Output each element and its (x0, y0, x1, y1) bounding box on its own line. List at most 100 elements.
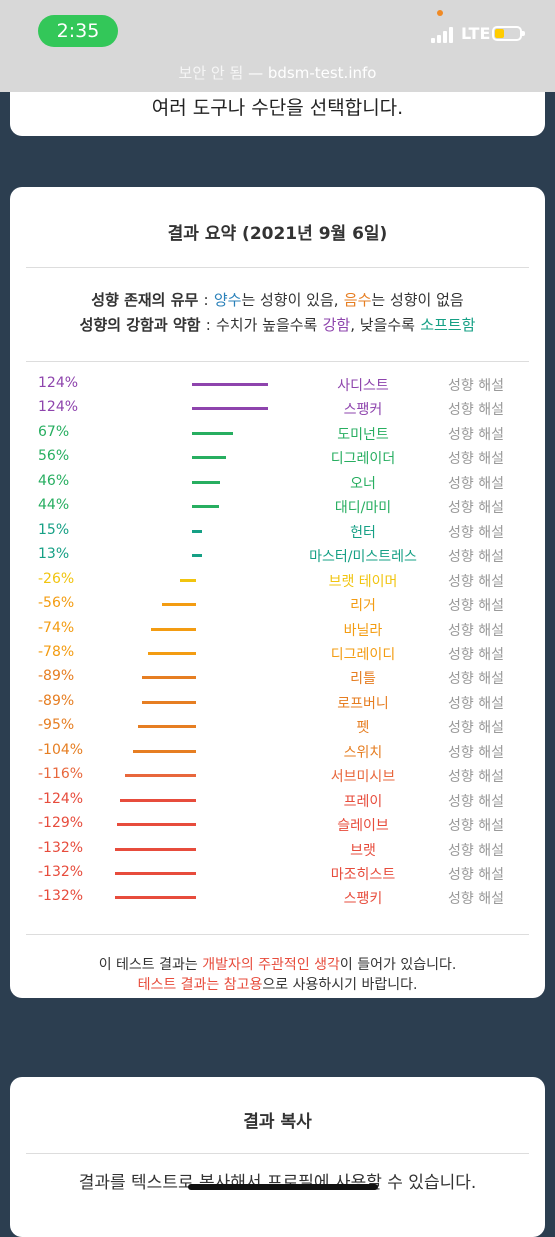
result-percent: -95% (38, 717, 75, 734)
result-percent: -132% (38, 888, 84, 905)
summary-title: 결과 요약 (2021년 9월 6일) (167, 224, 388, 244)
result-percent: -124% (38, 790, 84, 807)
result-name: 서브미시브 (330, 769, 396, 786)
divider (26, 267, 529, 268)
explain-link[interactable]: 성향 해설 (448, 549, 504, 566)
result-percent: -26% (38, 570, 75, 587)
legend-strength-start: 수치가 높을수록 (215, 316, 318, 334)
explain-link[interactable]: 성향 해설 (448, 695, 504, 712)
result-row: -124% 프레이 성향 해설 (10, 788, 545, 812)
result-percent: -116% (38, 766, 84, 783)
status-time: 2:35 (38, 15, 118, 47)
result-percent: -132% (38, 864, 84, 880)
result-row: 124% 사디스트 성향 해설 (10, 372, 545, 396)
explain-link[interactable]: 성향 해설 (448, 378, 504, 394)
explain-link[interactable]: 성향 해설 (448, 573, 504, 590)
result-bar (150, 627, 196, 631)
result-name: 펫 (356, 720, 370, 737)
explain-link[interactable]: 성향 해설 (448, 720, 504, 737)
result-bar (132, 749, 196, 753)
divider (26, 361, 529, 362)
result-row: -26% 브랫 테이머 성향 해설 (10, 568, 545, 592)
result-row: -78% 디그레이디 성향 해설 (10, 641, 545, 665)
legend-negative: 음수 (343, 291, 372, 309)
explain-link[interactable]: 성향 해설 (448, 598, 504, 615)
explain-link[interactable]: 성향 해설 (448, 622, 504, 639)
result-row: -95% 펫 성향 해설 (10, 714, 545, 738)
result-name: 디그레이더 (330, 451, 396, 468)
result-name: 마조히스트 (330, 867, 396, 883)
result-bar (192, 505, 219, 509)
explain-link[interactable]: 성향 해설 (448, 524, 504, 541)
explain-link[interactable]: 성향 해설 (448, 842, 504, 859)
result-row: -129% 슬레이브 성향 해설 (10, 812, 545, 836)
result-percent: -104% (38, 741, 84, 758)
result-name: 스팽키 (343, 891, 383, 908)
result-copy-card: 결과 복사 결과를 텍스트로 복사해서 프로필에 사용할 수 있습니다. (10, 1077, 545, 1237)
explain-link[interactable]: 성향 해설 (448, 426, 504, 443)
legend-colon: : (205, 316, 211, 334)
result-bar (192, 480, 221, 484)
explain-link[interactable]: 성향 해설 (448, 646, 504, 663)
result-row: 44% 대디/마미 성향 해설 (10, 494, 545, 518)
address-bar[interactable]: 보안 안 됨 — bdsm-test.info (0, 62, 555, 83)
explain-link[interactable]: 성향 해설 (448, 475, 504, 492)
result-percent: -129% (38, 815, 84, 832)
disclaimer-highlight: 개발자의 주관적인 생각 (202, 957, 340, 973)
result-percent: -74% (38, 619, 75, 636)
result-name: 대디/마미 (334, 500, 392, 517)
result-name: 로프버니 (337, 695, 389, 712)
result-row: -74% 바닐라 성향 해설 (10, 617, 545, 641)
explain-link[interactable]: 성향 해설 (448, 744, 504, 761)
result-bar (115, 896, 196, 900)
result-name: 슬레이브 (337, 818, 389, 835)
result-name: 스팽커 (343, 402, 383, 419)
explain-link[interactable]: 성향 해설 (448, 500, 504, 517)
legend-positive-text: 는 성향이 있음, (241, 291, 339, 309)
explain-link[interactable]: 성향 해설 (448, 891, 504, 908)
result-percent: -89% (38, 668, 75, 685)
result-name: 사디스트 (337, 378, 389, 394)
result-name: 프레이 (343, 793, 383, 810)
result-bar (192, 554, 202, 558)
disclaimer-text: 이 들어가 있습니다. (339, 957, 457, 973)
result-bar (192, 529, 202, 533)
home-indicator (188, 1184, 378, 1190)
result-row: -116% 서브미시브 성향 해설 (10, 763, 545, 787)
result-name: 스위치 (343, 744, 383, 761)
result-bar (180, 578, 196, 582)
result-name: 바닐라 (343, 622, 383, 639)
result-percent: -132% (38, 839, 84, 856)
previous-card-text: 여러 도구나 수단을 선택합니다. (151, 97, 404, 119)
explain-link[interactable]: 성향 해설 (448, 769, 504, 786)
explain-link[interactable]: 성향 해설 (448, 671, 504, 688)
legend-strength-label: 성향의 강함과 약함 (79, 316, 201, 334)
result-row: 46% 오너 성향 해설 (10, 470, 545, 494)
result-bar (192, 431, 233, 435)
legend-positive: 양수 (213, 291, 242, 309)
result-row: -56% 리거 성향 해설 (10, 592, 545, 616)
explain-link[interactable]: 성향 해설 (448, 818, 504, 835)
result-bar (141, 676, 196, 680)
result-bar (115, 847, 196, 851)
result-name: 오너 (350, 475, 376, 492)
result-percent: 13% (38, 546, 70, 563)
browser-top-bar: 2:35 LTE 보안 안 됨 — bdsm-test.info (0, 0, 555, 92)
explain-link[interactable]: 성향 해설 (448, 451, 504, 468)
result-percent: 124% (38, 399, 79, 416)
explain-link[interactable]: 성향 해설 (448, 402, 504, 419)
result-row: -89% 리틀 성향 해설 (10, 665, 545, 689)
divider (26, 934, 529, 935)
insecure-label: 보안 안 됨 (178, 64, 244, 82)
explain-link[interactable]: 성향 해설 (448, 793, 504, 810)
result-percent: 124% (38, 375, 79, 391)
legend-strong: 강함 (322, 316, 351, 334)
result-bar (192, 383, 268, 386)
result-row: -104% 스위치 성향 해설 (10, 739, 545, 763)
result-row: 56% 디그레이더 성향 해설 (10, 445, 545, 469)
result-row: -132% 스팽키 성향 해설 (10, 885, 545, 909)
result-bar (138, 725, 196, 729)
explain-link[interactable]: 성향 해설 (448, 867, 504, 883)
divider (26, 1153, 529, 1154)
result-bar (141, 700, 196, 704)
